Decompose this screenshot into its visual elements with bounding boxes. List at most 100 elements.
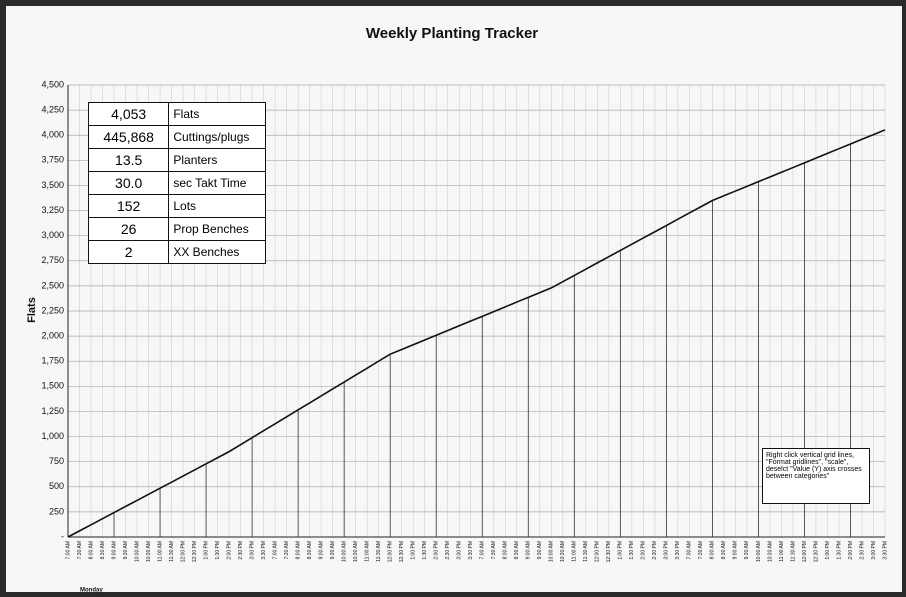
table-label: Cuttings/plugs	[169, 126, 266, 149]
x-tick-label: 10:30 AM	[560, 541, 566, 562]
x-tick-label: 9:30 AM	[123, 541, 129, 559]
x-tick-label: 10:30 AM	[353, 541, 359, 562]
y-tick-label: 4,000	[41, 130, 64, 140]
x-tick-label: 2:00 PM	[226, 541, 232, 560]
x-tick-label: 2:30 PM	[238, 541, 244, 560]
x-tick-label: 9:00 AM	[526, 541, 532, 559]
x-tick-label: 8:30 AM	[721, 541, 727, 559]
x-tick-label: 7:00 AM	[65, 541, 71, 559]
table-value: 13.5	[89, 149, 169, 172]
x-tick-label: 7:30 AM	[491, 541, 497, 559]
note-box: Right click vertical grid lines, "Format…	[762, 448, 870, 512]
table-value: 445,868	[89, 126, 169, 149]
y-tick-label: 2,500	[41, 280, 64, 290]
y-tick-label: 3,500	[41, 180, 64, 190]
x-tick-label: 12:30 PM	[606, 541, 612, 562]
x-tick-label: 11:00 AM	[779, 541, 785, 562]
x-tick-label: 7:30 AM	[77, 541, 83, 559]
x-tick-label: 10:00 AM	[134, 541, 140, 562]
x-tick-label: 3:30 PM	[468, 541, 474, 560]
x-tick-label: 7:30 AM	[284, 541, 290, 559]
x-tick-label: 7:30 AM	[698, 541, 704, 559]
x-tick-label: 11:30 AM	[169, 541, 175, 562]
y-tick-label: 4,250	[41, 104, 64, 114]
x-tick-label: 1:30 PM	[215, 541, 221, 560]
table-value: 26	[89, 218, 169, 241]
table-value: 152	[89, 195, 169, 218]
x-tick-label: 8:00 AM	[503, 541, 509, 559]
x-tick-label: 7:00 AM	[687, 541, 693, 559]
x-tick-label: 2:30 PM	[445, 541, 451, 560]
y-tick-label: 3,000	[41, 230, 64, 240]
table-value: 30.0	[89, 172, 169, 195]
x-tick-label: 8:00 AM	[295, 541, 301, 559]
x-tick-label: 8:00 AM	[710, 541, 716, 559]
x-tick-label: 2:00 PM	[434, 541, 440, 560]
y-tick-label: 4,500	[41, 79, 64, 89]
x-tick-label: 11:00 AM	[365, 541, 371, 562]
x-tick-label: 9:30 AM	[330, 541, 336, 559]
x-tick-label: 3:00 PM	[664, 541, 670, 560]
y-tick-label: 1,000	[41, 431, 64, 441]
x-tick-label: 11:30 AM	[583, 541, 589, 562]
x-tick-label: 3:30 PM	[882, 541, 888, 560]
x-tick-label: 10:00 AM	[549, 541, 555, 562]
x-tick-label: 12:00 PM	[802, 541, 808, 562]
x-tick-label: 11:00 AM	[157, 541, 163, 562]
y-tick-label: 3,250	[41, 205, 64, 215]
x-tick-label: 9:00 AM	[733, 541, 739, 559]
y-axis-label: Flats	[26, 297, 38, 323]
x-tick-label: 8:30 AM	[514, 541, 520, 559]
x-tick-label: 1:00 PM	[825, 541, 831, 560]
x-tick-label: 2:30 PM	[652, 541, 658, 560]
table-label: XX Benches	[169, 241, 266, 264]
x-tick-label: 7:00 AM	[480, 541, 486, 559]
x-tick-label: 1:30 PM	[836, 541, 842, 560]
x-tick-label: 8:30 AM	[307, 541, 313, 559]
x-tick-label: 7:00 AM	[272, 541, 278, 559]
x-tick-label: 12:00 PM	[388, 541, 394, 562]
x-tick-label: 1:00 PM	[203, 541, 209, 560]
x-tick-label: 1:00 PM	[618, 541, 624, 560]
x-tick-label: 1:30 PM	[422, 541, 428, 560]
y-tick-label: 750	[49, 456, 64, 466]
y-tick-label: 2,000	[41, 330, 64, 340]
table-label: sec Takt Time	[169, 172, 266, 195]
y-tick-label: 500	[49, 481, 64, 491]
x-tick-label: 12:30 PM	[399, 541, 405, 562]
group-label: Monday	[80, 588, 103, 594]
x-tick-label: 9:30 AM	[744, 541, 750, 559]
table-value: 2	[89, 241, 169, 264]
x-tick-label: 2:00 PM	[641, 541, 647, 560]
x-tick-label: 11:00 AM	[572, 541, 578, 562]
x-tick-label: 9:30 AM	[537, 541, 543, 559]
chart-title: Weekly Planting Tracker	[366, 25, 538, 42]
x-tick-label: 10:30 AM	[767, 541, 773, 562]
screen: Weekly Planting Tracker Flats Monday -25…	[0, 0, 906, 597]
y-tick-label: 1,250	[41, 406, 64, 416]
y-tick-label: 1,500	[41, 381, 64, 391]
x-tick-label: 1:30 PM	[629, 541, 635, 560]
table-value: 4,053	[89, 103, 169, 126]
x-tick-label: 9:00 AM	[111, 541, 117, 559]
y-tick-label: 3,750	[41, 155, 64, 165]
table-label: Prop Benches	[169, 218, 266, 241]
y-tick-label: 1,750	[41, 356, 64, 366]
chart: Weekly Planting Tracker Flats Monday -25…	[0, 0, 906, 597]
y-tick-label: 250	[49, 506, 64, 516]
x-tick-label: 12:00 PM	[180, 541, 186, 562]
x-tick-label: 1:00 PM	[411, 541, 417, 560]
x-tick-label: 3:00 PM	[249, 541, 255, 560]
y-tick-label: 2,750	[41, 255, 64, 265]
note: Right click vertical grid lines, "Format…	[762, 448, 870, 504]
y-tick-label: -	[61, 531, 64, 541]
x-tick-label: 2:30 PM	[859, 541, 865, 560]
x-tick-label: 2:00 PM	[848, 541, 854, 560]
